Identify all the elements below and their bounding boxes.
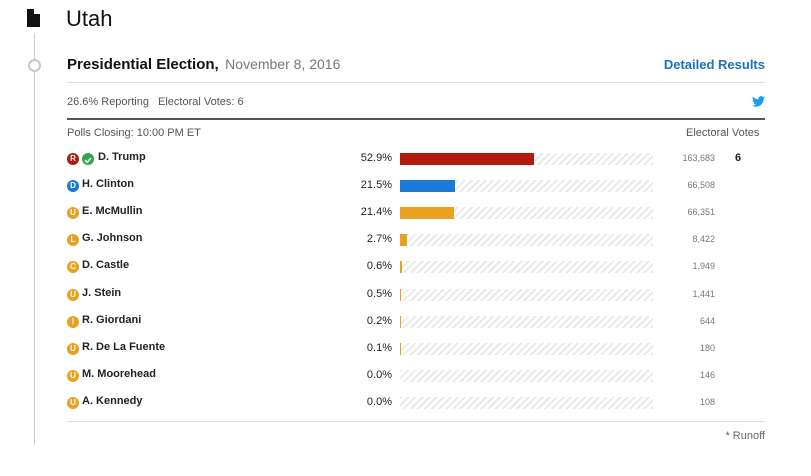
vote-bar-track <box>400 316 653 328</box>
party-badge: U <box>67 370 79 382</box>
vote-bar-track <box>400 370 653 382</box>
runoff-footnote: * Runoff <box>725 430 765 442</box>
divider <box>67 82 765 83</box>
vote-bar-fill <box>400 343 401 355</box>
vote-bar-track <box>400 153 653 165</box>
party-badge: U <box>67 397 79 409</box>
party-badge: U <box>67 207 79 219</box>
candidate-name: R. De La Fuente <box>82 341 166 353</box>
vote-bar-track <box>400 343 653 355</box>
reporting-status: 26.6% Reporting <box>67 96 149 108</box>
vote-percent: 0.6% <box>366 260 392 272</box>
vote-count: 163,683 <box>682 153 715 163</box>
candidate-name: G. Johnson <box>82 232 143 244</box>
table-row: C D. Castle 0.6% 1,949 <box>67 257 765 279</box>
table-row: I R. Giordani 0.2% 644 <box>67 312 765 334</box>
detailed-results-link[interactable]: Detailed Results <box>663 57 765 72</box>
race-title: Presidential Election, <box>67 56 219 73</box>
polls-closing: Polls Closing: 10:00 PM ET <box>67 127 201 139</box>
vote-bar-track <box>400 261 653 273</box>
candidate-name: D. Castle <box>82 259 130 271</box>
vote-bar-fill <box>400 234 407 246</box>
vote-count: 66,508 <box>687 180 715 190</box>
candidate-name: J. Stein <box>82 287 122 299</box>
table-row: U M. Moorehead 0.0% 146 <box>67 366 765 388</box>
table-row: U R. De La Fuente 0.1% 180 <box>67 339 765 361</box>
vote-count: 1,441 <box>692 289 715 299</box>
vote-count: 8,422 <box>692 234 715 244</box>
electoral-votes-total: Electoral Votes: 6 <box>158 96 244 108</box>
vote-bar-track <box>400 234 653 246</box>
table-row: R D. Trump 52.9% 163,683 6 <box>67 149 765 171</box>
vote-count: 644 <box>699 316 715 326</box>
table-row: D H. Clinton 21.5% 66,508 <box>67 176 765 198</box>
party-badge: C <box>67 261 79 273</box>
race-header: Presidential Election, November 8, 2016 … <box>67 56 765 76</box>
candidate-name: D. Trump <box>98 151 146 163</box>
vote-percent: 52.9% <box>360 152 392 164</box>
vote-count: 66,351 <box>687 207 715 217</box>
candidate-name: R. Giordani <box>82 314 142 326</box>
vote-percent: 21.5% <box>360 179 392 191</box>
party-badge: U <box>67 343 79 355</box>
party-badge: L <box>67 234 79 246</box>
table-row: U E. McMullin 21.4% 66,351 <box>67 203 765 225</box>
vote-bar-fill <box>400 370 401 382</box>
vote-bar-fill <box>400 180 455 192</box>
vote-percent: 0.0% <box>366 396 392 408</box>
footer-divider <box>67 421 765 422</box>
summary-divider <box>67 118 765 120</box>
vote-bar-track <box>400 289 653 301</box>
vote-count: 108 <box>699 397 715 407</box>
vote-percent: 0.0% <box>366 369 392 381</box>
winner-check-icon <box>82 153 94 165</box>
vote-count: 180 <box>699 343 715 353</box>
vote-percent: 21.4% <box>360 206 392 218</box>
vote-count: 1,949 <box>692 261 715 271</box>
vote-percent: 0.2% <box>366 315 392 327</box>
state-title: Utah <box>66 6 113 31</box>
vote-percent: 0.1% <box>366 342 392 354</box>
vote-bar-fill <box>400 207 455 219</box>
party-badge: U <box>67 289 79 301</box>
vote-bar-fill <box>400 289 402 301</box>
vote-bar-fill <box>400 153 535 165</box>
table-row: L G. Johnson 2.7% 8,422 <box>67 230 765 252</box>
candidate-name: A. Kennedy <box>82 395 143 407</box>
candidate-name: M. Moorehead <box>82 368 156 380</box>
timeline-dot <box>28 59 41 72</box>
party-badge: D <box>67 180 79 192</box>
twitter-icon[interactable] <box>752 96 765 107</box>
vote-bar-fill <box>400 397 401 409</box>
candidate-name: H. Clinton <box>82 178 134 190</box>
vote-bar-track <box>400 207 653 219</box>
table-row: U J. Stein 0.5% 1,441 <box>67 285 765 307</box>
vote-bar-track <box>400 397 653 409</box>
vote-bar-fill <box>400 316 401 328</box>
vote-percent: 0.5% <box>366 288 392 300</box>
electoral-votes-header: Electoral Votes <box>686 127 760 139</box>
timeline-line <box>34 33 35 445</box>
candidate-name: E. McMullin <box>82 205 143 217</box>
vote-bar-track <box>400 180 653 192</box>
race-date: November 8, 2016 <box>225 56 341 72</box>
electoral-votes-won: 6 <box>735 152 742 164</box>
table-row: U A. Kennedy 0.0% 108 <box>67 393 765 415</box>
vote-percent: 2.7% <box>366 233 392 245</box>
vote-count: 146 <box>699 370 715 380</box>
party-badge: R <box>67 153 79 165</box>
vote-bar-fill <box>400 261 402 273</box>
race-summary: 26.6% Reporting Electoral Votes: 6 <box>67 96 244 108</box>
utah-state-icon <box>27 9 40 27</box>
party-badge: I <box>67 316 79 328</box>
